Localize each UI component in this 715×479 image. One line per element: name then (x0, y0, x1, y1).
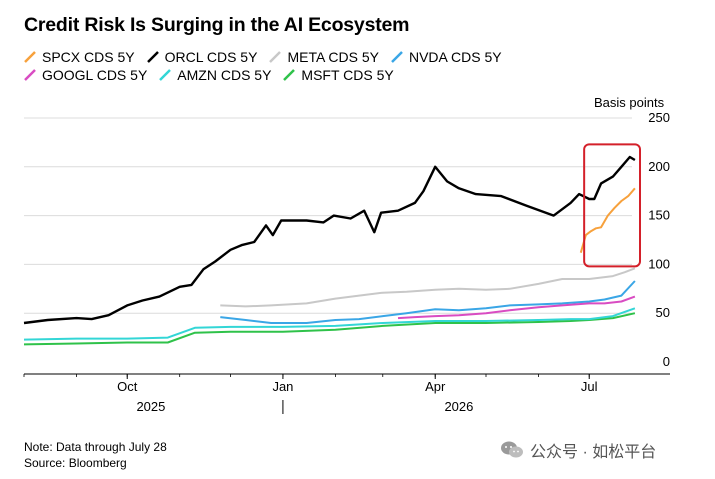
legend-swatch-icon (283, 69, 296, 81)
y-tick-label: 150 (648, 208, 670, 223)
year-label: 2025 (136, 399, 165, 414)
series-line-meta (220, 267, 636, 308)
y-tick-label: 250 (648, 110, 670, 125)
chart-title: Credit Risk Is Surging in the AI Ecosyst… (24, 14, 410, 36)
legend-item-orcl: ORCL CDS 5Y (146, 49, 258, 65)
source-text: Source: Bloomberg (24, 456, 127, 470)
legend-label: NVDA CDS 5Y (408, 49, 502, 65)
note-text: Note: Data through July 28 (24, 440, 167, 454)
legend-swatch-icon (391, 51, 403, 63)
y-tick-label: 100 (648, 256, 670, 271)
legend-label: MSFT CDS 5Y (301, 67, 394, 83)
footnote: Note: Data through July 28 Source: Bloom… (24, 439, 167, 471)
watermark: 公众号 · 如松平台 (500, 438, 656, 462)
x-tick-label: Apr (425, 379, 446, 394)
series-line-googl (397, 295, 636, 320)
legend-item-spcx: SPCX CDS 5Y (24, 49, 135, 65)
legend-label: ORCL CDS 5Y (164, 49, 258, 65)
legend-item-amzn: AMZN CDS 5Y (159, 67, 271, 83)
legend-label: META CDS 5Y (287, 49, 379, 65)
legend-label: GOOGL CDS 5Y (42, 67, 148, 83)
x-tick-label: Jan (272, 379, 293, 394)
legend-label: AMZN CDS 5Y (177, 67, 272, 83)
y-tick-label: 50 (656, 305, 670, 320)
legend-swatch-icon (24, 69, 36, 81)
series-line-orcl (23, 155, 636, 325)
series-line-amzn (23, 307, 636, 341)
watermark-text: 公众号 · 如松平台 (530, 444, 657, 461)
x-tick-label: Oct (117, 379, 138, 394)
legend-label: SPCX CDS 5Y (42, 49, 135, 65)
series-line-nvda (220, 280, 636, 324)
y-tick-label: 200 (648, 159, 670, 174)
legend-row-2: GOOGL CDS 5Y AMZN CDS 5Y MSFT CDS 5Y (24, 67, 406, 83)
x-tick-label: Jul (581, 379, 598, 394)
legend-swatch-icon (269, 51, 282, 63)
legend-item-googl: GOOGL CDS 5Y (24, 67, 147, 83)
legend-swatch-icon (146, 51, 159, 63)
y-axis-unit-label: Basis points (594, 95, 665, 110)
series-line-msft (23, 312, 636, 346)
year-label: 2026 (444, 399, 473, 414)
legend-item-nvda: NVDA CDS 5Y (391, 49, 502, 65)
highlight-box (583, 143, 642, 268)
legend-row-1: SPCX CDS 5Y ORCL CDS 5Y META CDS 5Y NVDA… (24, 49, 514, 65)
legend-item-msft: MSFT CDS 5Y (283, 67, 394, 83)
legend-item-meta: META CDS 5Y (269, 49, 379, 65)
wechat-icon (501, 441, 523, 458)
series-line-spcx (579, 187, 636, 253)
y-tick-label: 0 (663, 354, 670, 369)
legend-swatch-icon (24, 51, 36, 63)
legend-swatch-icon (159, 69, 172, 81)
